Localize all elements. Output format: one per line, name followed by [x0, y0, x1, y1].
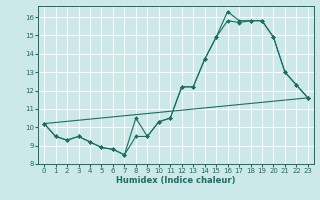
X-axis label: Humidex (Indice chaleur): Humidex (Indice chaleur) [116, 176, 236, 185]
